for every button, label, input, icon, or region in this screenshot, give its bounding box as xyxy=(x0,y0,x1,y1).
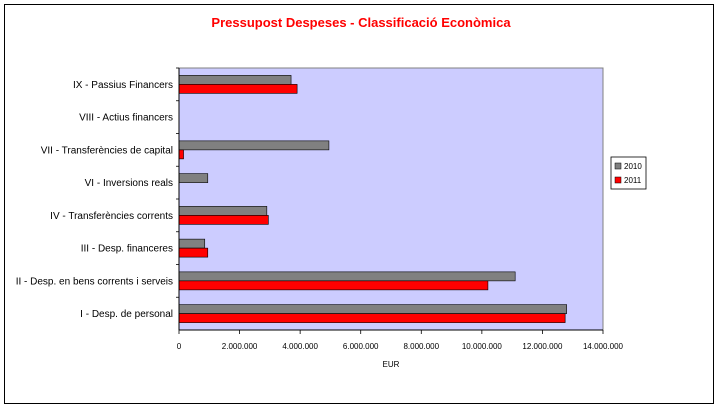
legend-label-2011: 2011 xyxy=(624,176,642,185)
category-label: VII - Transferències de capital xyxy=(41,145,173,156)
x-tick-label: 12.000.000 xyxy=(522,342,563,351)
category-label: II - Desp. en bens corrents i serveis xyxy=(16,276,173,287)
x-tick-label: 14.000.000 xyxy=(583,342,624,351)
legend-label-2010: 2010 xyxy=(624,162,642,171)
x-tick-label: 0 xyxy=(177,342,182,351)
chart-title: Pressupost Despeses - Classificació Econ… xyxy=(211,15,511,30)
chart-frame: Pressupost Despeses - Classificació Econ… xyxy=(4,4,714,404)
plot-area xyxy=(178,67,604,331)
category-label: IV - Transferències corrents xyxy=(50,211,173,222)
category-labels: I - Desp. de personal II - Desp. en bens … xyxy=(16,80,173,320)
x-tick-label: 6.000.000 xyxy=(343,342,379,351)
bar-2011-8 xyxy=(178,84,298,94)
x-axis: 0 2.000.000 4.000.000 6.000.000 8.000.000 10.… xyxy=(176,67,624,351)
bars-group xyxy=(178,75,567,323)
bar-2010-8 xyxy=(178,75,292,85)
legend-swatch-2010 xyxy=(614,162,622,170)
x-axis-title: EUR xyxy=(383,360,400,369)
bar-2011-4 xyxy=(178,215,269,225)
bar-2010-6 xyxy=(178,140,330,151)
bar-2010-5 xyxy=(178,173,209,183)
legend-swatch-2011 xyxy=(614,176,622,184)
bar-2011-6 xyxy=(178,149,184,160)
x-tick-label: 8.000.000 xyxy=(403,342,439,351)
legend: 2010 2011 xyxy=(610,156,647,190)
bar-2011-1 xyxy=(178,313,566,323)
x-tick-label: 4.000.000 xyxy=(282,342,318,351)
bar-2010-2 xyxy=(178,271,516,282)
category-label: III - Desp. financeres xyxy=(81,244,173,255)
bar-2010-3 xyxy=(178,238,206,249)
x-tick-label: 2.000.000 xyxy=(222,342,258,351)
bar-2011-2 xyxy=(178,280,489,291)
bar-2010-1 xyxy=(178,304,567,314)
legend-box xyxy=(610,156,647,190)
bar-chart: Pressupost Despeses - Classificació Econ… xyxy=(16,15,647,369)
bar-2011-3 xyxy=(178,247,209,258)
category-label: VI - Inversions reals xyxy=(85,178,173,189)
bar-2010-4 xyxy=(178,206,268,216)
category-label: I - Desp. de personal xyxy=(80,309,173,320)
x-tick-label: 10.000.000 xyxy=(462,342,503,351)
category-label: VIII - Actius financers xyxy=(79,113,173,124)
category-label: IX - Passius Financers xyxy=(73,80,173,91)
